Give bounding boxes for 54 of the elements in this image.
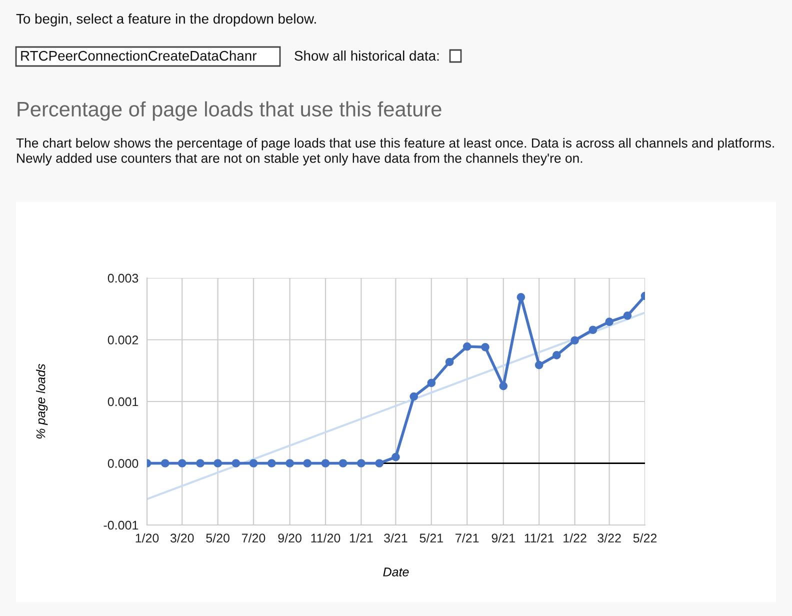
x-tick-label: 9/20	[278, 533, 302, 543]
x-tick-label: 3/21	[384, 533, 408, 543]
x-axis-title: Date	[383, 568, 409, 576]
point	[570, 336, 579, 345]
point	[427, 378, 436, 388]
point	[516, 292, 526, 302]
point	[160, 459, 170, 468]
point	[321, 459, 330, 468]
point	[623, 312, 632, 320]
x-tick-label: 1/22	[564, 533, 586, 543]
x-tick-label: 7/20	[242, 533, 266, 543]
x-tick-label: 7/21	[456, 533, 479, 543]
y-tick-label: 0.000	[108, 459, 138, 468]
x-tick-label: 5/21	[420, 533, 443, 543]
point	[499, 382, 508, 390]
text: RTCPeerConnectionCreateDataChanr	[21, 50, 257, 61]
y-axis-title: % page loads	[36, 364, 48, 438]
x-tick-label: 3/22	[598, 533, 621, 543]
y-tick-label: 0.001	[108, 397, 138, 406]
point	[410, 392, 418, 401]
text: The chart below shows the percentage of page loads that use this feature at least once. Data is across all channels and platforms. Newly added use counters that are not on stable yet only have data from the channels they're on.	[16, 138, 774, 166]
point	[338, 459, 348, 468]
x-tick-label: 3/20	[170, 533, 194, 543]
y-tick-label: 0.003	[108, 274, 138, 283]
point	[445, 358, 454, 366]
point	[214, 459, 222, 468]
text: To begin, select a feature in the dropdown below.	[16, 14, 316, 26]
point	[552, 351, 561, 360]
y-tick-label: -0.001	[104, 520, 138, 530]
point	[303, 459, 312, 468]
x-tick-label: 11/20	[311, 533, 340, 543]
chart-title: Percentage of page loads that use this feature	[18, 101, 442, 121]
x-tick-label: 11/21	[524, 533, 554, 543]
point	[462, 342, 472, 351]
point	[196, 459, 204, 468]
point	[357, 459, 366, 468]
x-tick-label: 5/22	[633, 533, 657, 543]
point	[286, 459, 294, 468]
point	[249, 459, 258, 468]
point	[178, 459, 186, 468]
x-tick-label: 5/20	[206, 533, 230, 543]
text: Show all historical data:	[294, 50, 439, 61]
y-tick-label: 0.002	[108, 336, 138, 344]
point	[534, 360, 544, 370]
point	[375, 459, 384, 468]
x-tick-label: 1/21	[350, 533, 373, 543]
point	[588, 326, 598, 334]
point	[392, 452, 400, 462]
x-tick-label: 1/20	[136, 533, 159, 543]
point	[605, 318, 614, 326]
point	[232, 459, 240, 468]
point	[267, 459, 276, 468]
point	[481, 342, 490, 352]
x-tick-label: 9/21	[492, 533, 515, 543]
